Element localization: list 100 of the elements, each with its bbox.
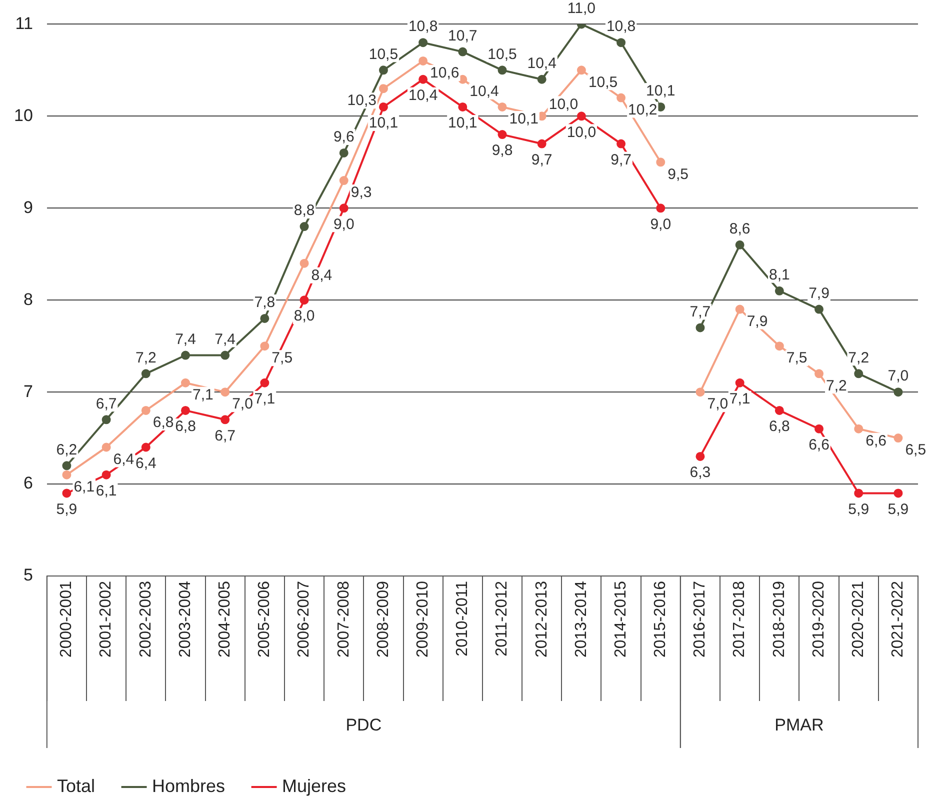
- point: [339, 176, 348, 186]
- point: [102, 415, 111, 424]
- point: [378, 66, 388, 75]
- data-label: 8,0: [294, 308, 315, 325]
- point: [854, 369, 864, 378]
- data-label: 7,0: [707, 396, 728, 413]
- point: [62, 461, 72, 470]
- x-tick-label: 2002-2003: [137, 580, 154, 658]
- x-tick-label: 2017-2018: [731, 580, 748, 658]
- point: [141, 369, 150, 378]
- point: [300, 296, 309, 305]
- data-label: 7,2: [135, 349, 156, 366]
- point: [141, 406, 150, 415]
- x-tick-label: 2006-2007: [296, 580, 313, 658]
- point: [537, 74, 546, 84]
- x-tick-label: 2007-2008: [335, 580, 352, 658]
- x-tick-label: 2016-2017: [692, 580, 709, 658]
- point: [300, 258, 309, 268]
- point: [774, 286, 784, 296]
- point: [656, 204, 666, 213]
- point: [498, 66, 507, 75]
- x-tick-label: 2014-2015: [612, 580, 630, 658]
- data-label: 6,7: [96, 395, 117, 412]
- point: [735, 378, 744, 388]
- x-tick-label: 2019-2020: [810, 580, 828, 658]
- data-label: 10,5: [588, 74, 618, 91]
- point: [696, 388, 705, 397]
- data-label: 6,4: [113, 450, 134, 468]
- x-tick-label: 2010-2011: [454, 580, 472, 656]
- data-label: 7,1: [729, 390, 750, 408]
- x-tick-label: 2012-2013: [533, 580, 550, 658]
- x-tick-label: 2001-2002: [98, 580, 115, 658]
- data-label: 5,9: [56, 500, 78, 518]
- y-tick-label: 8: [23, 290, 33, 309]
- point: [102, 442, 111, 452]
- data-label: 7,5: [786, 350, 808, 367]
- x-tick-label: 2009-2010: [414, 580, 432, 658]
- point: [576, 66, 586, 75]
- data-label: 10,4: [408, 87, 438, 104]
- data-label: 7,2: [826, 377, 847, 394]
- point: [102, 470, 111, 480]
- point: [656, 158, 666, 167]
- point: [418, 56, 428, 66]
- data-label: 7,5: [272, 350, 293, 367]
- data-label: 6,2: [56, 441, 78, 458]
- point: [894, 488, 903, 498]
- point: [696, 452, 705, 461]
- point: [220, 415, 230, 424]
- point: [854, 488, 864, 498]
- point: [260, 342, 270, 351]
- point: [260, 314, 270, 323]
- data-label: 7,1: [192, 386, 214, 404]
- point: [774, 342, 784, 351]
- point: [735, 240, 744, 250]
- data-label: 8,4: [311, 266, 332, 284]
- data-label: 5,9: [888, 500, 909, 518]
- point: [180, 350, 190, 360]
- point: [339, 204, 348, 213]
- data-label: 9,7: [610, 151, 632, 168]
- point: [814, 369, 824, 378]
- point: [814, 304, 824, 314]
- point: [180, 406, 190, 415]
- data-label: 7,8: [254, 294, 276, 312]
- point: [814, 424, 824, 434]
- data-label: 6,4: [135, 454, 156, 472]
- data-label: 10,6: [430, 64, 460, 82]
- data-label: 6,8: [175, 418, 196, 436]
- data-label: 10,0: [566, 124, 596, 141]
- x-tick-label: 2015-2016: [652, 580, 670, 658]
- x-tick-label: 2004-2005: [216, 580, 234, 658]
- y-tick-label: 5: [23, 566, 33, 585]
- data-label: 6,6: [866, 432, 886, 450]
- data-label: 9,7: [531, 151, 552, 168]
- legend-label: Mujeres: [282, 776, 346, 796]
- x-tick-label: 2005-2006: [256, 580, 274, 658]
- data-label: 7,0: [232, 396, 253, 413]
- point: [616, 93, 626, 102]
- point: [220, 350, 230, 360]
- data-label: 10,2: [628, 101, 658, 118]
- data-label: 6,8: [152, 414, 174, 432]
- y-tick-label: 7: [23, 382, 33, 401]
- point: [418, 38, 428, 48]
- legend-label: Total: [57, 776, 96, 796]
- text: PMAR: [774, 716, 824, 735]
- point: [62, 488, 72, 498]
- y-tick-label: 9: [23, 198, 33, 217]
- data-label: 10,1: [368, 114, 398, 132]
- data-label: 9,0: [650, 216, 672, 233]
- data-label: 7,4: [175, 330, 196, 348]
- data-label: 6,6: [808, 436, 830, 454]
- x-tick-label: 2013-2014: [572, 580, 590, 658]
- data-label: 10,5: [488, 46, 517, 63]
- data-label: 8,1: [768, 266, 790, 284]
- data-label: 6,1: [74, 478, 95, 496]
- data-label: 10,1: [509, 110, 538, 128]
- data-label: 7,0: [888, 368, 909, 385]
- point: [576, 112, 586, 121]
- data-label: 9,3: [350, 184, 372, 202]
- y-tick-label: 11: [15, 14, 33, 33]
- point: [537, 139, 546, 148]
